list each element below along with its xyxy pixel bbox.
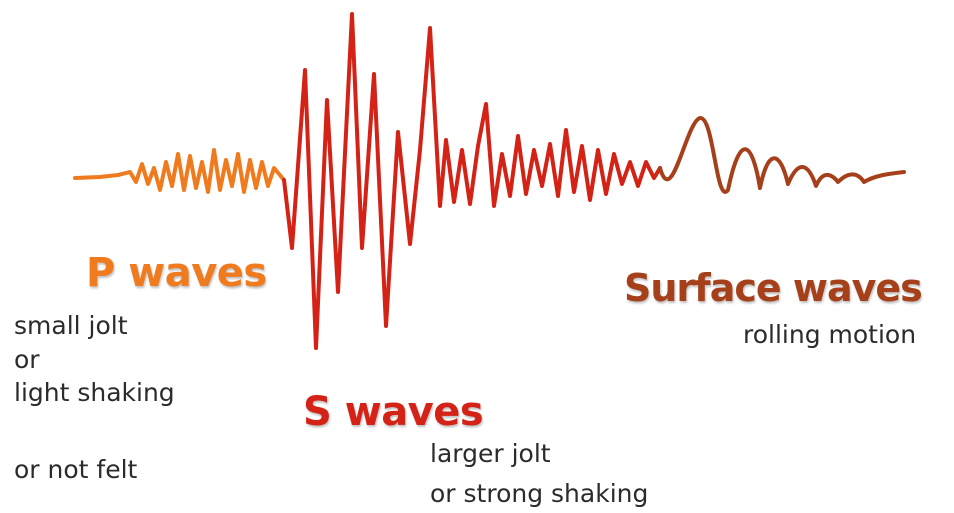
p-waves-title: P waves xyxy=(86,250,267,296)
s-waves-title: S waves xyxy=(303,389,484,435)
p-waves-description-line: small jolt xyxy=(14,311,128,340)
s-waves-description-line: larger jolt xyxy=(430,439,551,468)
s-waves-description-line: or strong shaking xyxy=(430,479,649,508)
p-waves-description-line: light shaking xyxy=(14,378,175,407)
surface-wave-trace xyxy=(658,116,906,194)
surface-waves-title: Surface waves xyxy=(624,266,923,310)
p-waves-description-line: or xyxy=(14,345,40,374)
p-wave-trace xyxy=(73,148,286,194)
p-waves-description-line: or not felt xyxy=(14,455,138,484)
surface-waves-description-line: rolling motion xyxy=(743,320,917,349)
s-wave-trace xyxy=(282,12,662,350)
